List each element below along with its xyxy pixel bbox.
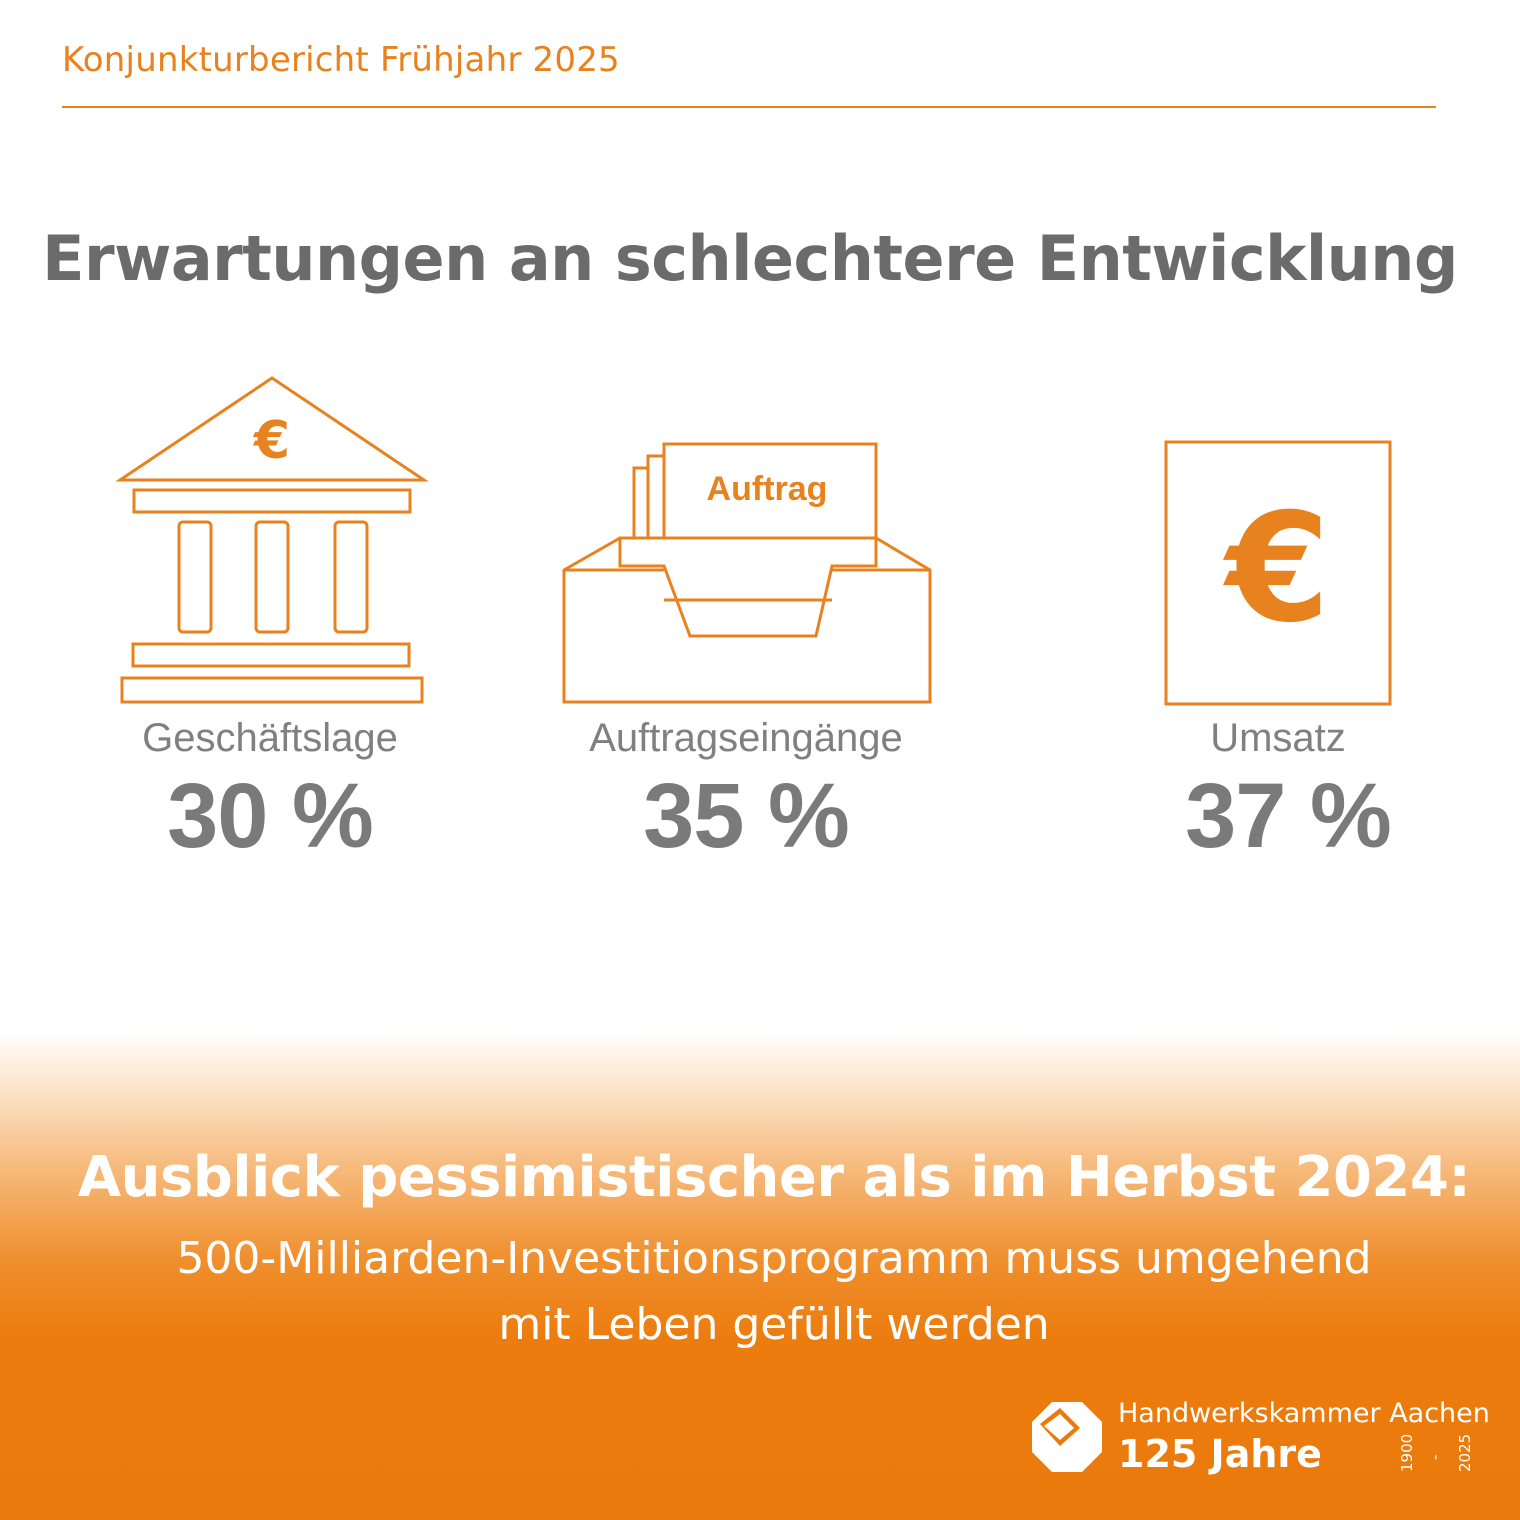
anniversary-label: 125 Jahre (1118, 1432, 1322, 1476)
anniversary-years: 1900 - 2025 (1396, 1432, 1474, 1472)
stat-value-revenue: 37 % (1185, 765, 1392, 867)
year-separator: - (1426, 1454, 1444, 1460)
outlook-banner (0, 1030, 1520, 1520)
bank-euro-symbol: € (253, 411, 290, 471)
outlook-line-2: mit Leben gefüllt werden (498, 1299, 1050, 1350)
headline: Erwartungen an schlechtere Entwicklung (42, 222, 1458, 295)
euro-symbol: € (1223, 482, 1330, 656)
stat-label-orders: Auftragseingänge (589, 716, 903, 760)
hwk-logo-icon (1030, 1400, 1104, 1478)
stat-value-business: 30 % (167, 765, 374, 867)
org-name: Handwerkskammer Aachen (1118, 1398, 1490, 1429)
report-title: Konjunkturbericht Frühjahr 2025 (62, 40, 620, 80)
year-start: 1900 (1398, 1433, 1416, 1472)
stat-label-revenue: Umsatz (1210, 716, 1346, 760)
outlook-heading: Ausblick pessimistischer als im Herbst 2… (77, 1145, 1471, 1210)
euro-note-icon: € (1164, 440, 1392, 706)
stat-label-business: Geschäftslage (142, 716, 398, 760)
order-slip-label: Auftrag (707, 470, 828, 508)
stat-value-orders: 35 % (643, 765, 850, 867)
outlook-line-1: 500-Milliarden-Investitionsprogramm muss… (176, 1233, 1372, 1284)
order-tray-icon: Auftrag (560, 440, 936, 706)
outlook-text: 500-Milliarden-Investitionsprogramm muss… (0, 1226, 1520, 1358)
year-end: 2025 (1456, 1433, 1474, 1472)
bank-icon: € (116, 374, 428, 708)
title-divider (62, 106, 1436, 108)
